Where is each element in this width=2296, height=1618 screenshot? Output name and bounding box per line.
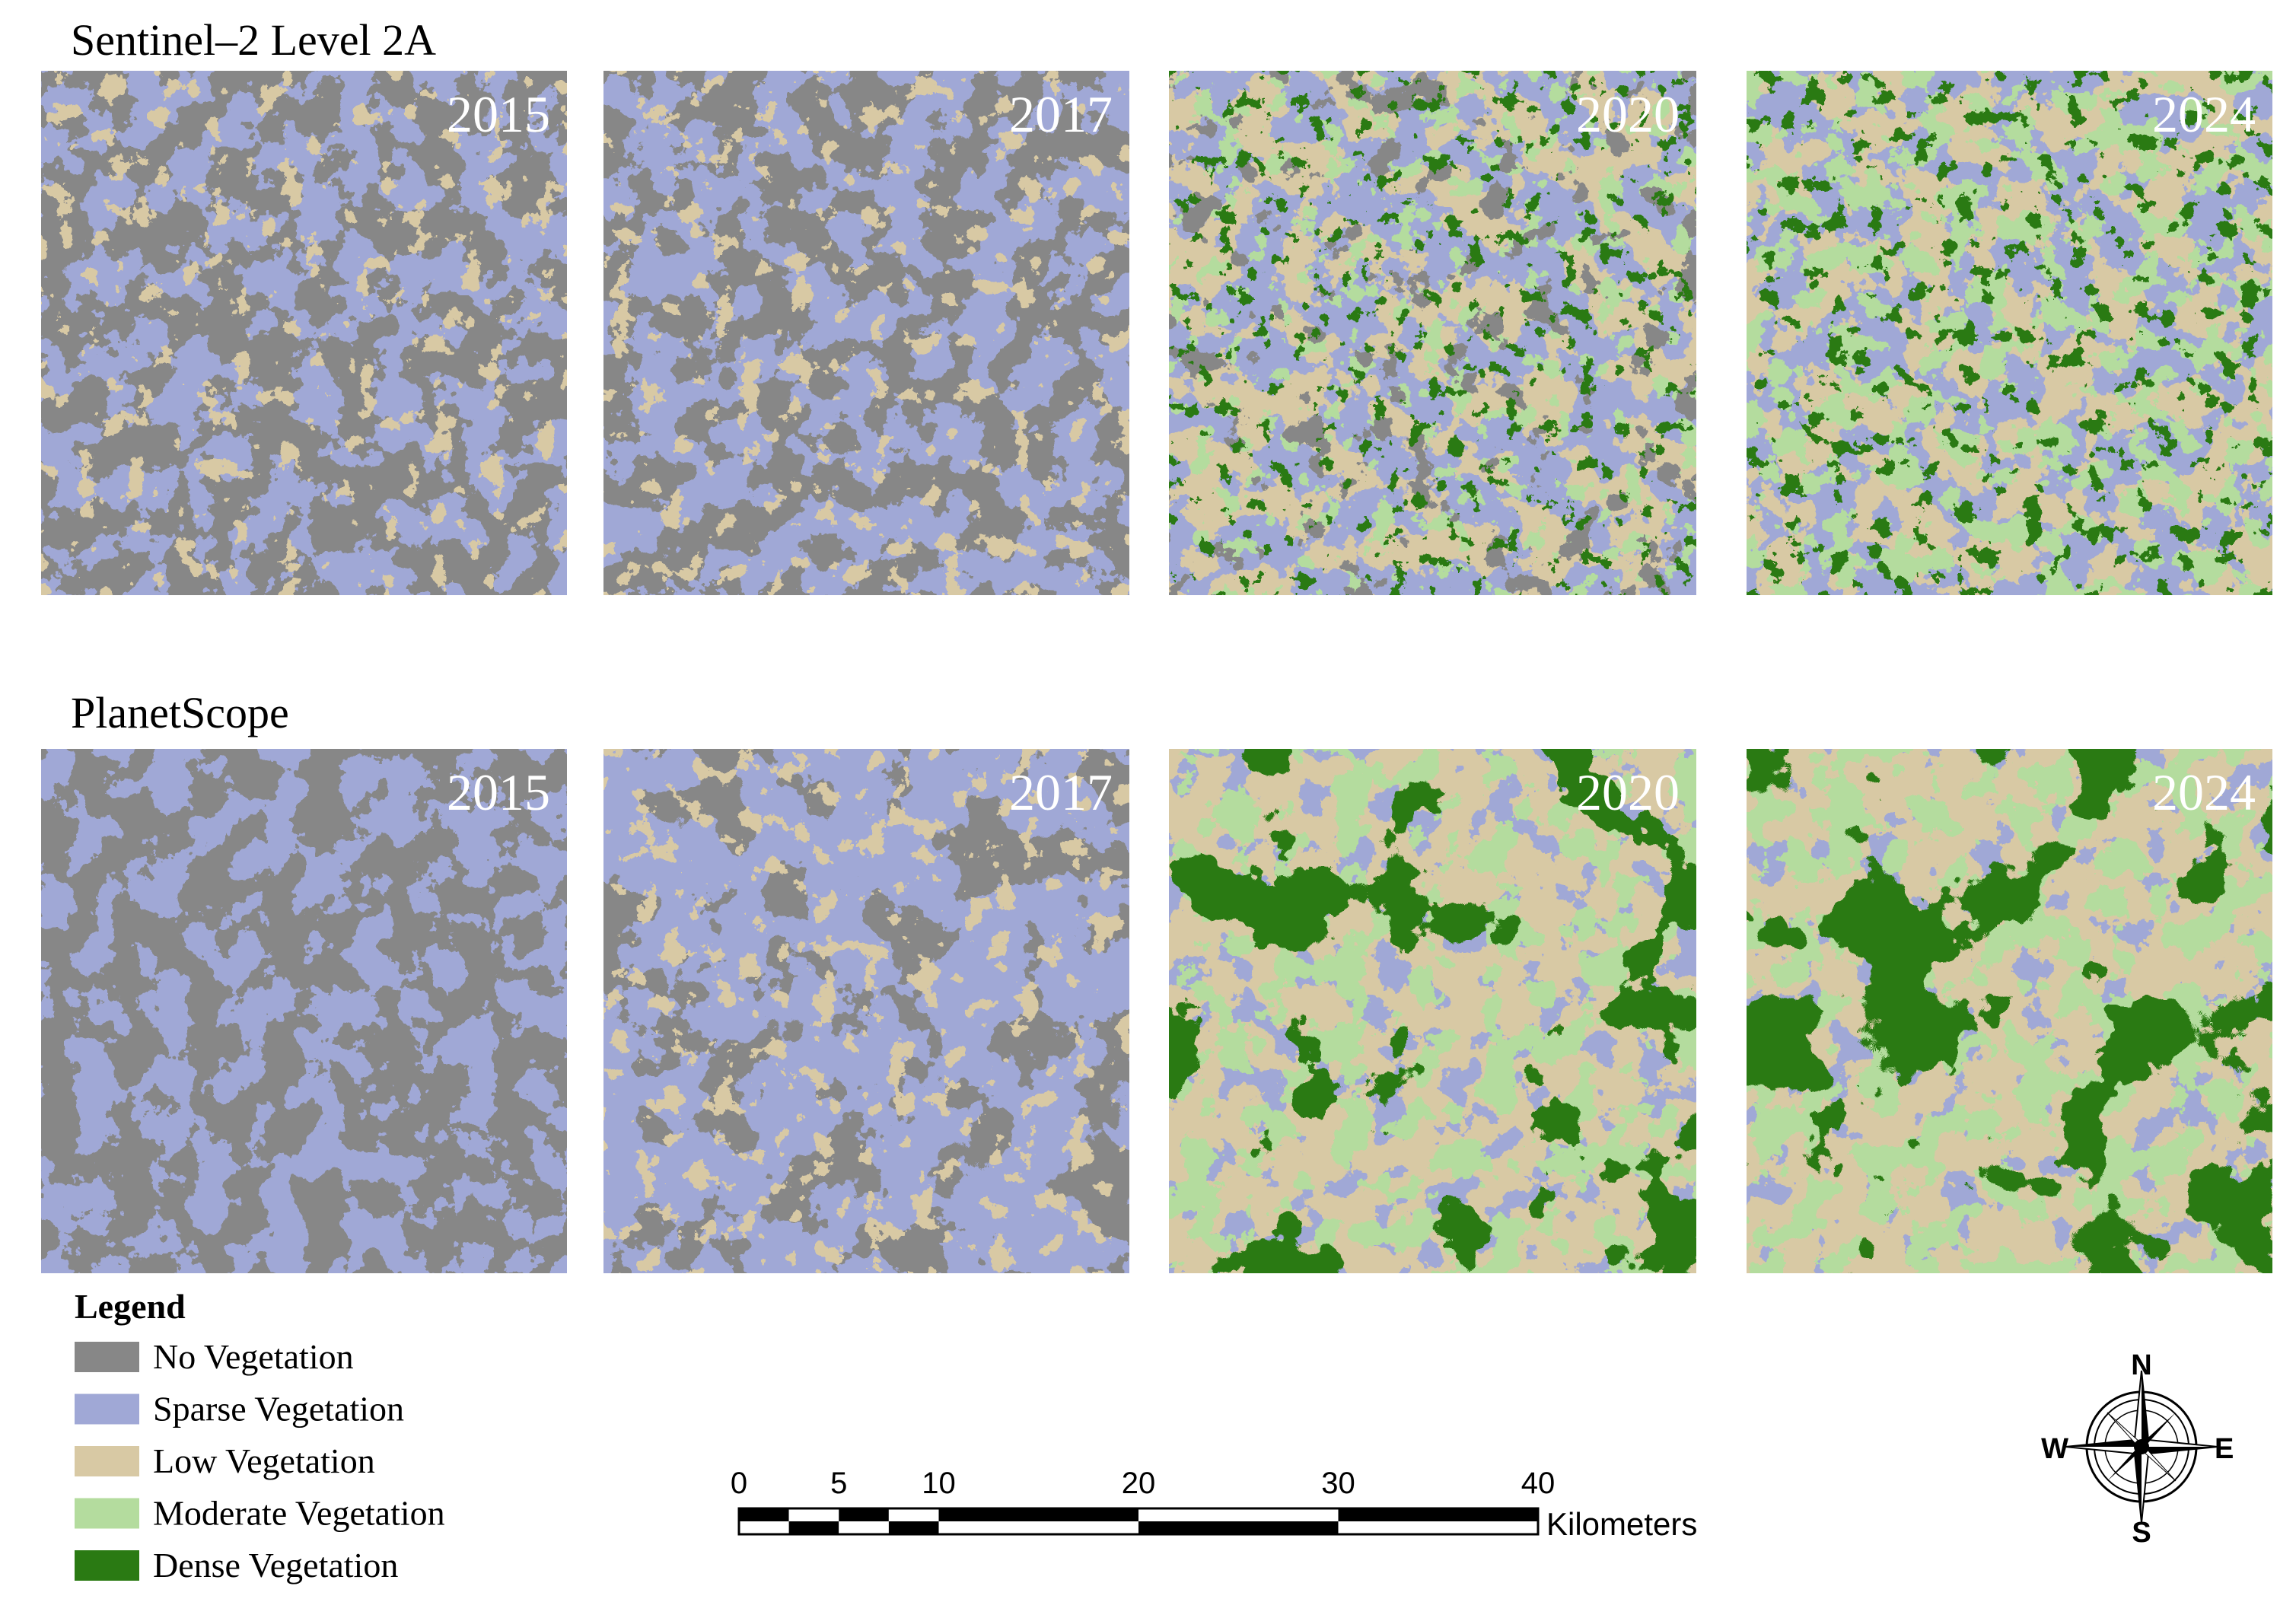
scale-segment [839,1508,889,1521]
compass-label: N [2131,1349,2151,1381]
panel-year: 2015 [447,763,550,821]
compass-label: W [2041,1433,2068,1465]
legend-label: No Vegetation [153,1337,354,1376]
scale-segment [1338,1521,1538,1534]
panel-year: 2017 [1009,85,1113,143]
map-panel [1169,71,1696,595]
section-title: PlanetScope [71,688,289,737]
panel-year: 2020 [1576,763,1680,821]
scale-tick-label: 10 [922,1467,956,1500]
scale-tick-label: 20 [1122,1467,1156,1500]
map-panel [1747,71,2272,595]
legend-label: Dense Vegetation [153,1546,398,1585]
legend-swatch [75,1342,139,1372]
scale-segment [938,1508,1138,1521]
scale-frame [737,1507,1540,1536]
map-panel [41,749,567,1273]
map-panel [603,749,1129,1273]
scale-segment [739,1508,789,1521]
compass-label: S [2132,1517,2151,1549]
scale-segment [888,1521,939,1534]
north-arrow [2065,1370,2218,1524]
scale-segment [1138,1508,1339,1521]
scale-tick-label: 5 [830,1467,847,1500]
panel-year: 2024 [2152,85,2256,143]
map-panel [603,71,1129,595]
panel-year: 2020 [1576,85,1680,143]
scale-segment [888,1508,939,1521]
legend-swatch [75,1393,139,1425]
section-title: Sentinel–2 Level 2A [71,15,436,65]
compass-label: E [2215,1433,2234,1465]
panel-year: 2017 [1009,763,1113,821]
map-panel [1169,749,1696,1273]
scale-tick-label: 0 [731,1467,747,1500]
map-panel [41,71,567,595]
scale-tick-label: 30 [1321,1467,1355,1500]
legend-label: Low Vegetation [153,1441,375,1480]
legend-swatch [75,1550,139,1581]
legend-swatch [75,1498,139,1529]
scale-segment [1138,1521,1339,1534]
scale-segment [1338,1508,1538,1521]
legend-label: Sparse Vegetation [153,1390,404,1428]
legend-label: Moderate Vegetation [153,1494,445,1533]
scale-segment [739,1521,789,1534]
legend-swatch [75,1446,139,1476]
scale-segment [938,1521,1138,1534]
map-panel [1747,749,2272,1273]
scale-tick-label: 40 [1521,1467,1556,1500]
panel-year: 2024 [2152,763,2256,821]
scale-unit: Kilometers [1546,1506,1697,1542]
scale-segment [788,1521,839,1534]
panel-year: 2015 [447,85,550,143]
legend-title: Legend [75,1287,186,1326]
scale-segment [839,1521,889,1534]
scale-segment [788,1508,839,1521]
